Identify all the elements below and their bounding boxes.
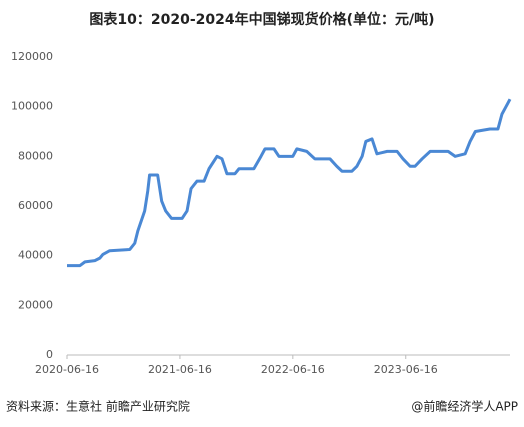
y-tick-label: 80000 [18, 149, 53, 162]
chart-title: 图表10：2020-2024年中国锑现货价格(单位：元/吨) [89, 11, 434, 28]
credit: @前瞻经济学人APP [411, 399, 518, 414]
y-tick-label: 0 [46, 348, 53, 361]
y-tick-label: 60000 [18, 199, 53, 212]
source: 资料来源：生意社 前瞻产业研究院 [6, 399, 190, 414]
x-tick-label: 2021-06-16 [148, 363, 212, 376]
x-tick-label: 2022-06-16 [261, 363, 325, 376]
x-tick-label: 2023-06-16 [374, 363, 438, 376]
y-tick-label: 100000 [11, 100, 53, 113]
y-tick-label: 20000 [18, 298, 53, 311]
x-tick-label: 2020-06-16 [35, 363, 99, 376]
y-tick-label: 40000 [18, 249, 53, 262]
y-tick-label: 120000 [11, 50, 53, 63]
series-line [67, 98, 512, 268]
